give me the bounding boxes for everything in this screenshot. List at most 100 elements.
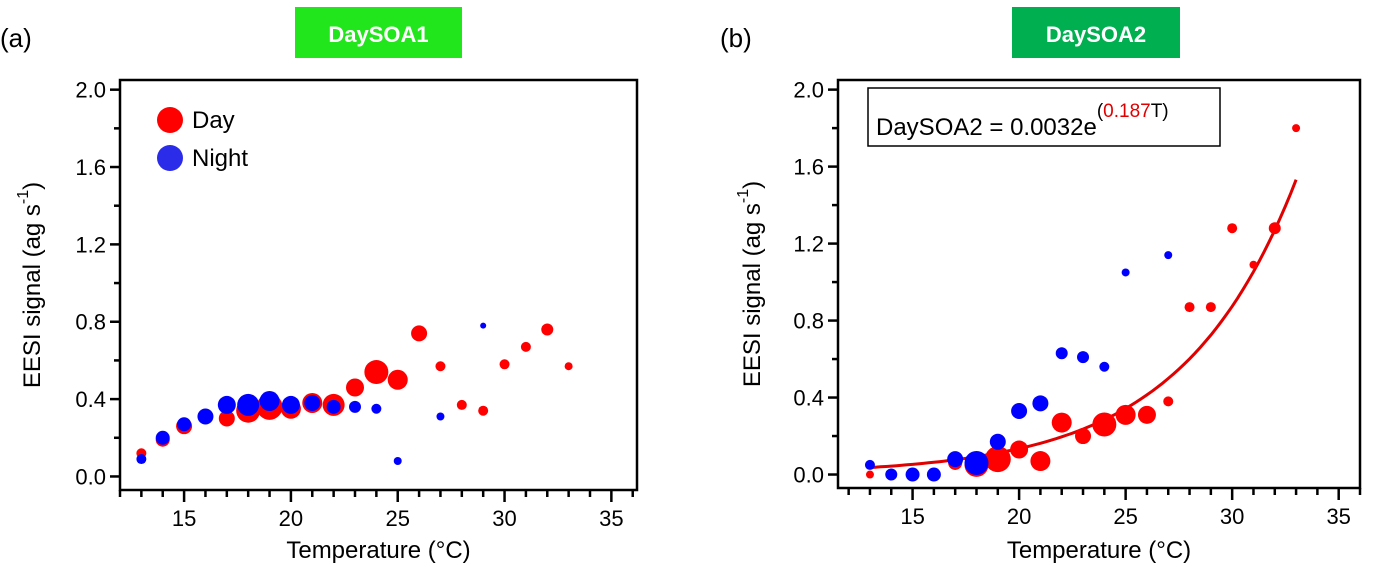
y-tick-label: 1.2 [75,232,106,257]
night-point [136,454,147,465]
day-point [1051,412,1072,433]
equation-open: ( [1097,101,1104,122]
night-point [864,459,875,470]
night-point [237,393,260,416]
y-axis-label: EESI signal (ag s-1) [15,182,46,388]
y-tick-label: 0.4 [75,387,106,412]
day-point [218,410,235,427]
night-point [1032,395,1049,412]
night-point [947,451,964,468]
equation-prefix: DaySOA2 = 0.0032e [876,114,1097,141]
panel-a: (a) DaySOA1 0.0 0.4 0.8 1.2 1.6 2.0 15 20 25 30 35 Te… [0,7,639,564]
y-axis-label: EESI signal (ag s-1) [735,181,766,387]
legend: Day Night [157,107,248,172]
day-point [499,359,510,370]
day-point [456,399,467,410]
y-axis-label-sup: -1 [735,189,752,203]
night-point [926,467,941,482]
night-point [197,408,214,425]
night-point [885,468,898,481]
x-tick-label: 30 [1220,504,1244,529]
day-point [1075,428,1092,445]
y-axis-label-main: EESI signal (ag s [19,204,46,388]
equation-box [867,87,1221,147]
night-point [259,391,280,412]
day-point [364,360,389,385]
y-axis-label-end: ) [19,182,46,190]
y-tick-label: 0.0 [75,464,106,489]
day-point [346,378,364,397]
fit-equation: DaySOA2 = 0.0032e(0.187T) [876,101,1169,141]
y-tick-label: 1.6 [75,155,106,180]
x-tick-label: 25 [1113,504,1137,529]
day-point [1184,302,1195,313]
day-point [1292,124,1301,133]
night-point [155,430,170,445]
title-box [295,7,462,58]
day-point [1115,404,1136,425]
equation-var: T) [1151,101,1169,122]
night-point [371,403,382,414]
day-point [435,361,446,372]
day-point [564,362,573,371]
x-tick-label: 35 [599,506,623,531]
day-point [411,325,428,342]
x-axis-label: Temperature (°C) [286,537,470,564]
day-point [1249,260,1258,269]
night-point [326,399,341,414]
panel-label: (a) [0,23,32,53]
chart-title: DaySOA1 [328,22,428,47]
y-tick-label: 0.4 [793,386,824,411]
plot-frame [836,78,1362,490]
x-tick-label: 35 [1326,504,1350,529]
x-tick-label: 20 [279,506,303,531]
y-tick-label: 0.0 [793,463,824,488]
day-point [1205,302,1216,313]
night-point [393,456,402,465]
equation-coef: 0.187 [1103,101,1151,122]
day-point [520,341,531,352]
y-tick-label: 0.8 [793,309,824,334]
y-axis-label-sup: -1 [15,190,32,204]
day-point [541,323,554,336]
plot-frame [118,78,639,492]
panel-label: (b) [720,23,752,53]
y-tick-label: 1.2 [793,232,824,257]
x-tick-label: 15 [900,504,924,529]
night-point [1121,268,1130,277]
panel-b: (b) DaySOA2 0.0 0.4 0.8 1.2 1.6 2.0 15 20 25 30 35 Te… [720,7,1362,564]
day-point [387,369,408,390]
day-point [1010,440,1029,459]
legend-day-label: Day [192,107,235,134]
y-tick-label: 0.8 [75,310,106,335]
night-point [304,394,321,411]
night-point [1164,251,1173,260]
night-point [989,433,1006,450]
night-point [1099,361,1110,372]
day-point [1163,396,1174,407]
day-point [1268,222,1281,235]
night-point [480,322,487,329]
night-point [436,412,445,421]
chart-title: DaySOA2 [1046,22,1146,47]
y-tick-label: 2.0 [793,78,824,103]
x-axis-label: Temperature (°C) [1007,537,1191,564]
x-tick-label: 30 [492,506,516,531]
x-tick-label: 20 [1007,504,1031,529]
day-point [1137,405,1156,424]
x-tick-label: 15 [172,506,196,531]
night-point [1011,403,1028,420]
legend-day-marker [157,107,183,133]
day-point [1092,412,1117,437]
night-point [177,417,192,432]
night-point [1055,347,1068,360]
fit-curve [869,179,1298,469]
title-box [1012,7,1180,58]
x-tick-label: 25 [385,506,409,531]
night-point [905,467,920,482]
night-point [1077,351,1090,364]
day-point [478,405,489,416]
y-axis-label-end: ) [739,181,766,189]
night-point [349,400,361,413]
